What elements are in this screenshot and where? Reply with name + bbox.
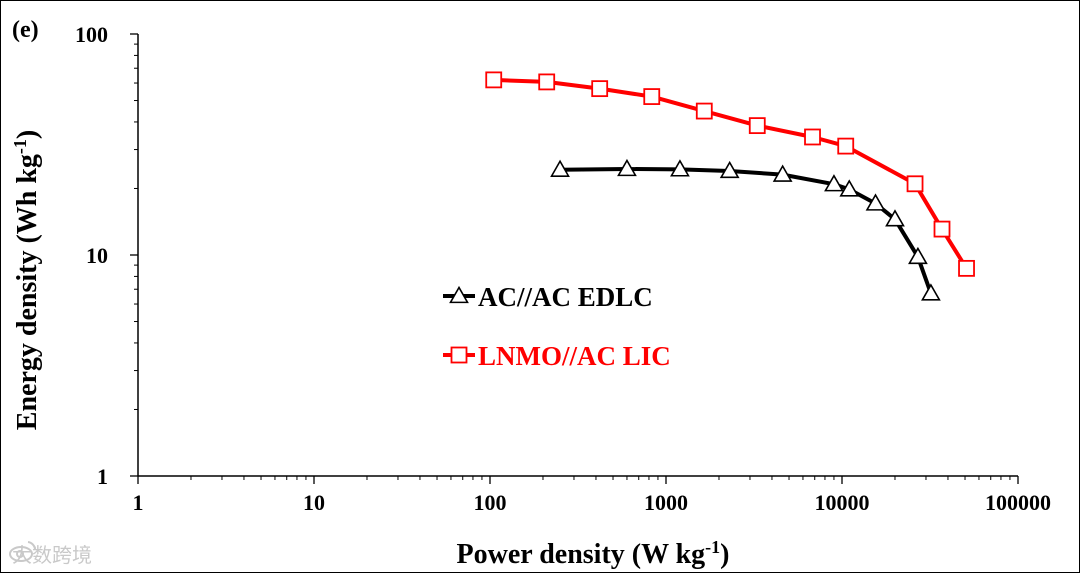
data-point [591,80,609,98]
x-tick-label: 1 [133,490,144,515]
data-point [670,159,690,177]
y-tick-label: 1 [97,464,108,489]
x-tick-label: 10000 [815,490,870,515]
data-point [839,179,860,197]
data-point [804,128,821,146]
data-point [933,220,951,238]
data-point [837,137,855,155]
data-point [906,175,924,193]
data-point [719,160,740,179]
tick-labels: 1 10 100 1000 10000 100000 1 10 100 [75,22,1051,515]
legend: AC//AC EDLC LNMO//AC LIC [443,282,671,371]
legend-marker [449,285,469,304]
panel-label: (e) [12,17,39,43]
data-point [865,193,886,211]
data-point [695,102,713,120]
data-point [908,246,928,265]
data-point [643,88,661,105]
x-tick-label: 100000 [985,490,1051,515]
data-point [921,283,941,301]
data-point [885,209,905,227]
data-point [550,159,570,177]
y-tick-label: 100 [75,22,108,47]
y-tick-label: 10 [86,243,108,268]
y-axis-title: Energy density (Wh kg-1) [10,130,43,430]
x-tick-label: 10 [303,490,325,515]
watermark-text: 大数跨境 [12,542,92,567]
x-tick-label: 1000 [644,490,688,515]
series-1 [485,71,975,277]
data-point [748,117,766,135]
data-point [617,158,637,177]
legend-label: AC//AC EDLC [478,282,653,312]
x-axis-title: Power density (W kg-1) [457,537,730,570]
data-point [824,174,844,192]
watermark: 大数跨境 [8,539,92,567]
x-tick-label: 100 [474,490,507,515]
series-0 [550,158,941,301]
legend-label: LNMO//AC LIC [478,341,671,371]
data-point [772,164,793,182]
legend-marker [450,346,468,364]
data-point [485,71,503,89]
data-point [538,73,556,91]
data-point [958,259,975,277]
axes [130,33,1019,484]
series-layer [485,71,975,301]
series-line [559,167,933,295]
